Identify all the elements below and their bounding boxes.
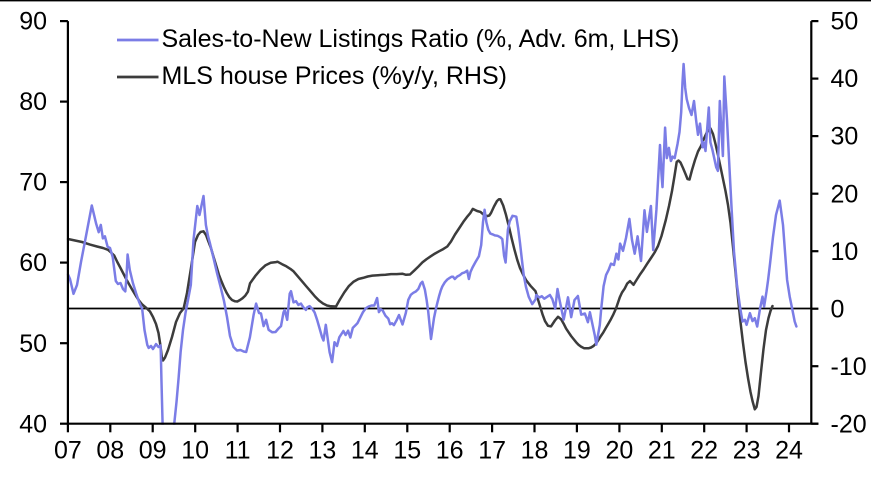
svg-text:12: 12	[266, 437, 294, 465]
svg-text:14: 14	[351, 437, 379, 465]
svg-text:40: 40	[831, 65, 859, 93]
svg-text:Sales-to-New Listings Ratio (%: Sales-to-New Listings Ratio (%, Adv. 6m,…	[162, 25, 680, 53]
svg-text:70: 70	[19, 169, 47, 197]
svg-text:21: 21	[648, 437, 676, 465]
svg-text:17: 17	[478, 437, 506, 465]
svg-text:80: 80	[19, 88, 47, 116]
svg-text:30: 30	[831, 123, 859, 151]
svg-text:-20: -20	[831, 410, 867, 438]
svg-text:50: 50	[831, 8, 859, 36]
svg-text:23: 23	[733, 437, 761, 465]
svg-text:10: 10	[831, 238, 859, 266]
svg-text:20: 20	[605, 437, 633, 465]
svg-text:13: 13	[308, 437, 336, 465]
svg-text:-10: -10	[831, 353, 867, 381]
svg-text:19: 19	[563, 437, 591, 465]
svg-text:07: 07	[54, 437, 82, 465]
svg-text:60: 60	[19, 249, 47, 277]
svg-text:50: 50	[19, 330, 47, 358]
svg-text:0: 0	[831, 295, 845, 323]
svg-text:24: 24	[775, 437, 803, 465]
svg-text:MLS house Prices (%y/y, RHS): MLS house Prices (%y/y, RHS)	[162, 62, 507, 90]
svg-text:10: 10	[181, 437, 209, 465]
svg-text:18: 18	[521, 437, 549, 465]
svg-text:40: 40	[19, 410, 47, 438]
svg-text:90: 90	[19, 8, 47, 36]
svg-text:15: 15	[393, 437, 421, 465]
svg-text:22: 22	[690, 437, 718, 465]
svg-text:20: 20	[831, 180, 859, 208]
svg-text:16: 16	[436, 437, 464, 465]
svg-text:09: 09	[139, 437, 167, 465]
svg-text:11: 11	[225, 437, 251, 465]
svg-text:08: 08	[96, 437, 124, 465]
